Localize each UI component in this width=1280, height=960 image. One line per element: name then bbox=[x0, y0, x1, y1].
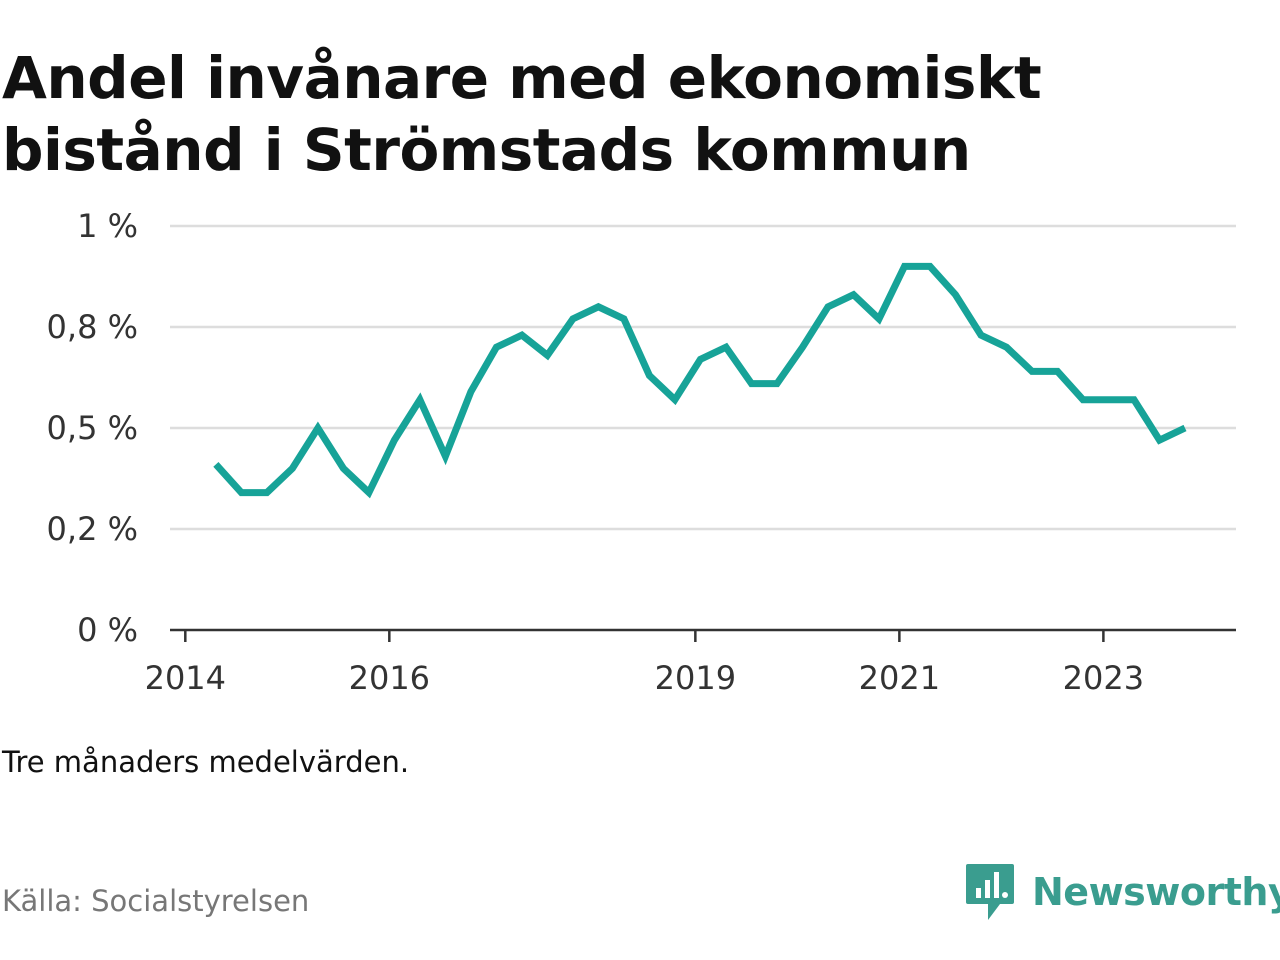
source-text: Källa: Socialstyrelsen bbox=[2, 884, 310, 918]
data-point bbox=[723, 344, 730, 351]
data-point bbox=[595, 303, 602, 310]
y-tick-label: 0,5 % bbox=[47, 409, 138, 447]
data-point bbox=[927, 263, 934, 270]
data-point bbox=[238, 489, 245, 496]
data-point bbox=[263, 489, 270, 496]
data-point bbox=[620, 315, 627, 322]
data-point bbox=[314, 425, 321, 432]
data-point bbox=[850, 291, 857, 298]
x-tick-label: 2021 bbox=[859, 659, 940, 697]
newsworthy-logo-icon bbox=[966, 864, 1014, 920]
y-tick-label: 1 % bbox=[77, 207, 138, 245]
brand-name: Newsworthy bbox=[1032, 870, 1280, 914]
data-point bbox=[671, 396, 678, 403]
gridlines bbox=[170, 224, 1236, 531]
data-point bbox=[569, 315, 576, 322]
data-point bbox=[1029, 368, 1036, 375]
data-point bbox=[289, 465, 296, 472]
y-axis: 0 % 0,2 % 0,5 % 0,8 % 1 % bbox=[47, 207, 138, 649]
data-point bbox=[1182, 425, 1189, 432]
data-point bbox=[799, 344, 806, 351]
x-axis: 2014 2016 2019 2021 2023 bbox=[145, 628, 1236, 697]
data-point bbox=[825, 303, 832, 310]
chart-title: Andel invånare med ekonomiskt bistånd i … bbox=[2, 44, 1042, 184]
data-point bbox=[1105, 396, 1112, 403]
y-tick-label: 0,2 % bbox=[47, 510, 138, 548]
data-point bbox=[774, 380, 781, 387]
data-point bbox=[442, 453, 449, 460]
data-point bbox=[876, 315, 883, 322]
data-point bbox=[978, 332, 985, 339]
y-tick-label: 0,8 % bbox=[47, 308, 138, 346]
data-point bbox=[365, 489, 372, 496]
data-point bbox=[1003, 344, 1010, 351]
data-point bbox=[1080, 396, 1087, 403]
data-point bbox=[1131, 396, 1138, 403]
data-point bbox=[391, 437, 398, 444]
data-point bbox=[901, 263, 908, 270]
chart-note: Tre månaders medelvärden. bbox=[2, 745, 410, 779]
brand-logo: Newsworthy bbox=[964, 862, 1280, 922]
line-chart: 0 %0,2 %0,5 %0,8 %1 % 2014 2016 2019 2021 20… bbox=[47, 207, 1236, 697]
data-point bbox=[340, 465, 347, 472]
data-point bbox=[748, 380, 755, 387]
data-point bbox=[416, 396, 423, 403]
x-tick-label: 2023 bbox=[1063, 659, 1144, 697]
data-point bbox=[697, 356, 704, 363]
series-line bbox=[213, 262, 1187, 499]
x-tick-label: 2019 bbox=[655, 659, 736, 697]
data-point bbox=[646, 372, 653, 379]
data-point bbox=[544, 352, 551, 359]
y-tick-label: 0 % bbox=[77, 611, 138, 649]
data-point bbox=[212, 461, 219, 468]
data-point bbox=[493, 344, 500, 351]
data-point bbox=[1156, 437, 1163, 444]
x-tick-label: 2016 bbox=[349, 659, 430, 697]
x-tick-label: 2014 bbox=[145, 659, 226, 697]
data-point bbox=[467, 388, 474, 395]
data-point bbox=[952, 291, 959, 298]
data-point bbox=[1054, 368, 1061, 375]
series-layer bbox=[212, 262, 1189, 499]
data-point bbox=[518, 332, 525, 339]
